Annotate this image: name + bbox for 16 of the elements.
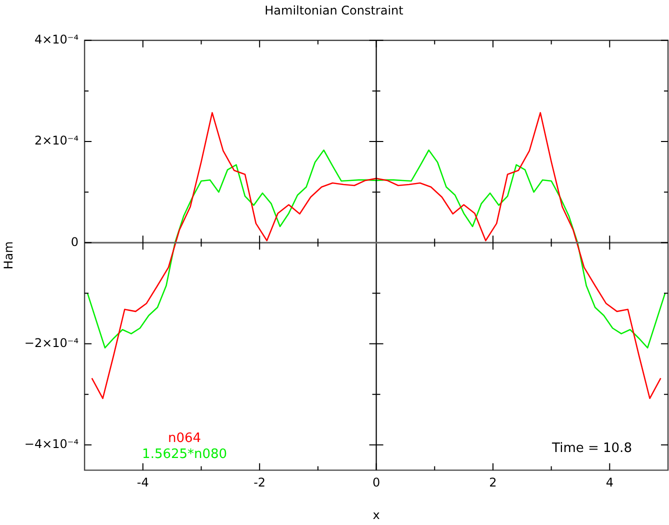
chart-title: Hamiltonian Constraint	[264, 3, 404, 18]
text: 1.5625*n080	[142, 447, 228, 462]
text: n064	[168, 431, 202, 446]
y-tick-label: −4×10⁻⁴	[24, 437, 79, 452]
y-tick-label: 4×10⁻⁴	[34, 32, 79, 47]
x-axis-title: x	[372, 508, 380, 522]
y-axis-title: Ham	[1, 241, 16, 270]
x-tick-label: 2	[489, 476, 497, 490]
x-tick-label: 4	[606, 476, 614, 490]
y-tick-label: 2×10⁻⁴	[34, 134, 79, 148]
y-tick-label: −2×10⁻⁴	[24, 336, 79, 350]
x-tick-label: 0	[372, 476, 380, 490]
annotation: Time = 10.8	[551, 441, 632, 456]
x-tick-label: -2	[254, 476, 266, 490]
y-tick-label: 0	[70, 234, 79, 249]
x-tick-label: -4	[136, 476, 149, 490]
